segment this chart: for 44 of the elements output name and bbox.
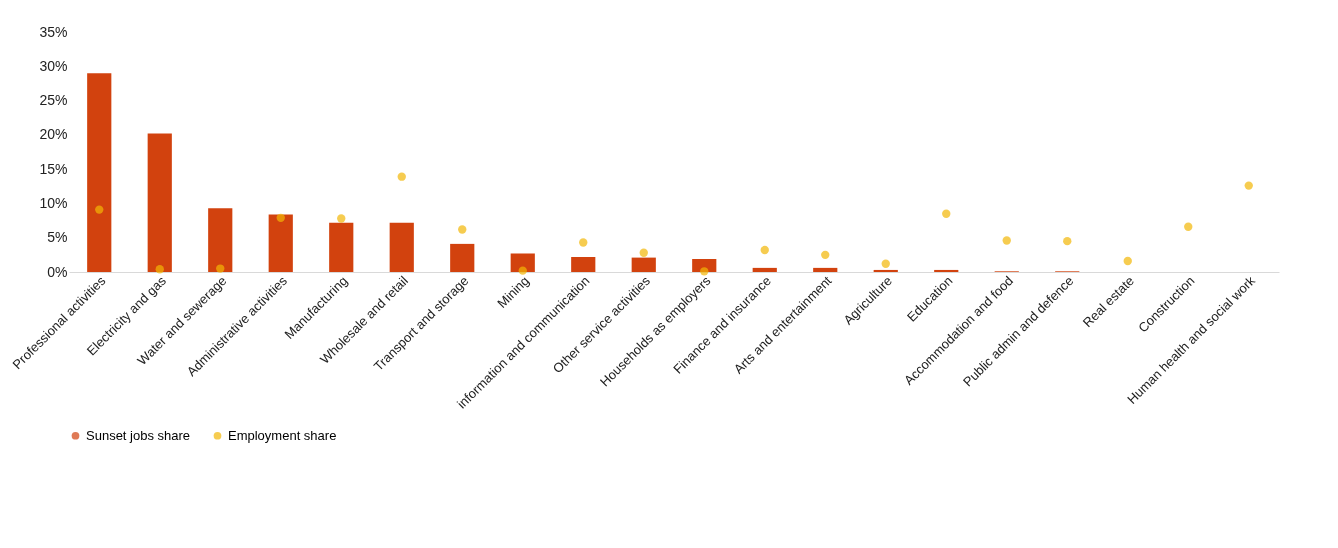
bar [329,222,354,272]
y-tick-label: 30% [39,57,68,74]
point [1184,222,1193,231]
bar [813,267,838,272]
point [216,264,225,273]
bar [450,243,475,272]
bar [873,269,898,272]
point [760,245,769,255]
bar [208,208,233,272]
y-tick-label: 20% [39,126,68,143]
bar [934,269,959,272]
bar [87,73,112,272]
point [700,267,709,276]
bar [571,256,596,272]
point [397,172,406,181]
bar [752,267,777,272]
legend-label: Sunset jobs share [86,427,191,443]
bar [268,214,293,272]
point [1244,181,1253,190]
legend-label: Employment share [228,427,337,443]
point [579,238,588,247]
point [821,250,830,260]
y-tick-label: 0% [47,263,68,280]
point [1063,236,1072,246]
point [1123,256,1132,266]
point [942,209,951,218]
point [518,266,527,275]
y-tick-label: 25% [39,92,68,109]
y-tick-label: 5% [47,229,68,246]
point [458,225,467,234]
point [639,248,648,257]
bar [510,253,535,272]
bar [147,133,172,272]
point [881,259,890,268]
point [1002,236,1011,245]
y-tick-label: 35% [39,23,68,40]
point [155,265,164,274]
y-tick-label: 10% [39,194,68,211]
point [95,205,104,214]
bar [389,222,414,272]
point [276,213,285,222]
bar [631,257,656,272]
y-tick-label: 15% [39,160,68,177]
point [337,214,346,223]
